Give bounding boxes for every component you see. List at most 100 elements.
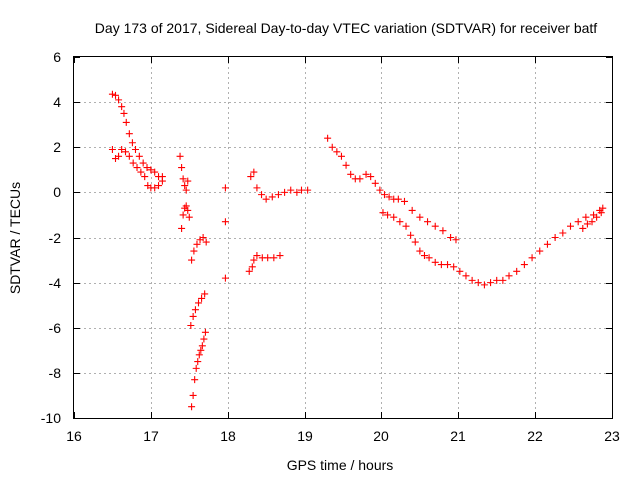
data-point (178, 224, 186, 232)
data-point (188, 256, 196, 264)
data-point (147, 166, 155, 174)
data-point (304, 186, 312, 194)
data-point (424, 218, 432, 226)
data-point (221, 274, 229, 282)
data-point (115, 96, 123, 104)
data-point (390, 213, 398, 221)
data-point (118, 103, 126, 111)
data-point (328, 143, 336, 151)
data-point (416, 247, 424, 255)
plot-frame (73, 56, 613, 419)
y-axis-title: SDTVAR / TECUs (7, 182, 23, 294)
data-point (342, 161, 350, 169)
data-point (182, 186, 190, 194)
data-point (450, 263, 458, 271)
x-tick-label: 19 (297, 428, 313, 444)
y-tick-label: 6 (53, 49, 61, 65)
data-point (597, 209, 605, 217)
data-point (195, 299, 203, 307)
y-tick-label: -2 (49, 230, 62, 246)
data-point (407, 231, 415, 239)
y-tick-label: 0 (53, 184, 61, 200)
data-point (480, 281, 488, 289)
data-point (194, 358, 202, 366)
data-point (185, 213, 193, 221)
series-arc-9 (245, 263, 256, 275)
data-point (347, 170, 355, 178)
series-arc-13 (379, 204, 607, 289)
series-arc-3 (176, 152, 192, 194)
series-arc-5 (188, 234, 210, 264)
data-point (253, 184, 261, 192)
data-point (262, 195, 270, 203)
x-tick-label: 22 (527, 428, 543, 444)
data-point (559, 229, 567, 237)
data-point (276, 252, 284, 260)
data-point (191, 306, 199, 314)
series-arc-6 (187, 290, 209, 329)
data-point (158, 173, 166, 181)
y-axis-tick-labels: -10 -8 -6 -4 -2 0 2 4 6 (41, 49, 61, 426)
x-axis-tick-labels: 16 17 18 19 20 21 22 23 (66, 428, 620, 444)
data-point (468, 276, 476, 284)
data-point (431, 222, 439, 230)
data-point (131, 146, 139, 154)
y-tick-label: -10 (41, 410, 61, 426)
data-point (184, 177, 192, 185)
data-point (112, 91, 120, 99)
data-point (431, 258, 439, 266)
data-point (248, 263, 256, 271)
data-point (221, 184, 229, 192)
data-point (179, 211, 187, 219)
data-point (115, 152, 123, 160)
data-point (293, 188, 301, 196)
data-point (566, 222, 574, 230)
data-point (179, 175, 187, 183)
data-point (513, 267, 521, 275)
data-point (141, 173, 149, 181)
series-arc-7 (188, 328, 209, 411)
data-point (221, 218, 229, 226)
data-point (324, 134, 332, 142)
data-point (202, 238, 210, 246)
data-point (151, 168, 159, 176)
data-point (193, 240, 201, 248)
data-point (499, 276, 507, 284)
data-point (437, 261, 445, 269)
data-point (187, 321, 195, 329)
data-point (192, 364, 200, 372)
x-tick-label: 23 (604, 428, 620, 444)
data-point (439, 227, 447, 235)
data-point (120, 109, 128, 117)
data-point (408, 206, 416, 214)
data-point (579, 224, 587, 232)
data-point (198, 342, 206, 350)
data-point (385, 193, 393, 201)
data-point (264, 254, 272, 262)
data-point (297, 186, 305, 194)
y-tick-label: -4 (49, 275, 62, 291)
data-point (125, 152, 133, 160)
data-point (281, 188, 289, 196)
data-point (400, 197, 408, 205)
data-point (411, 238, 419, 246)
y-tick-label: -8 (49, 365, 62, 381)
y-tick-label: 2 (53, 139, 61, 155)
y-tick-label: 4 (53, 94, 61, 110)
data-point (543, 240, 551, 248)
data-point (416, 213, 424, 221)
data-point (447, 234, 455, 241)
data-point (178, 164, 186, 172)
data-point (520, 261, 528, 269)
data-point (250, 256, 258, 264)
data-point (258, 191, 266, 199)
data-point (487, 279, 495, 287)
data-point (122, 118, 130, 126)
data-point (367, 173, 375, 181)
data-point (108, 146, 116, 154)
data-point (121, 148, 129, 156)
data-point (462, 272, 470, 280)
data-point (452, 236, 460, 244)
data-point (139, 159, 147, 167)
